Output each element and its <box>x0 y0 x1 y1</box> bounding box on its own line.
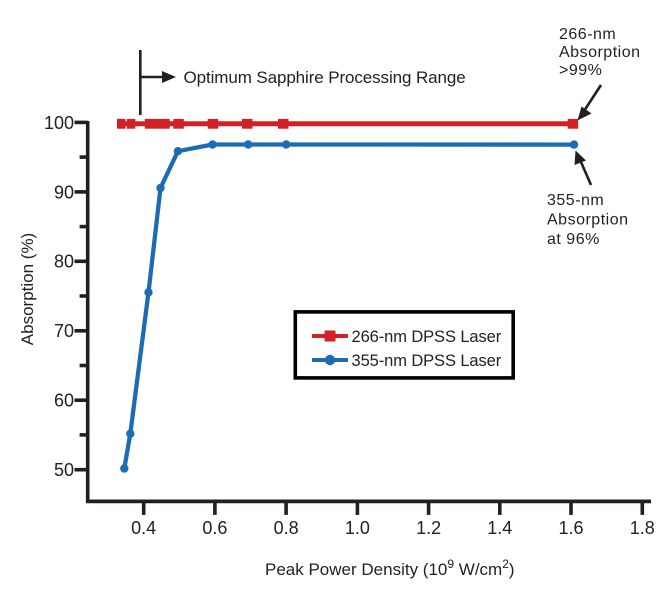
svg-text:100: 100 <box>44 113 74 133</box>
svg-text:1.6: 1.6 <box>558 518 583 538</box>
svg-text:0.6: 0.6 <box>202 518 227 538</box>
svg-text:70: 70 <box>54 321 74 341</box>
svg-text:Absorption: Absorption <box>547 212 629 229</box>
svg-text:1.0: 1.0 <box>345 518 370 538</box>
svg-text:Absorption: Absorption <box>559 44 641 61</box>
svg-text:1.8: 1.8 <box>630 518 655 538</box>
svg-text:Optimum Sapphire Processing Ra: Optimum Sapphire Processing Range <box>184 68 466 87</box>
svg-text:Peak Power Density (109 W/cm2): Peak Power Density (109 W/cm2) <box>265 557 515 579</box>
svg-text:355-nm: 355-nm <box>547 192 604 209</box>
svg-text:1.4: 1.4 <box>487 518 512 538</box>
svg-text:60: 60 <box>54 391 74 411</box>
svg-text:266-nm: 266-nm <box>559 26 616 43</box>
svg-text:90: 90 <box>54 182 74 202</box>
svg-text:at 96%: at 96% <box>547 231 600 248</box>
svg-text:>99%: >99% <box>559 62 602 79</box>
svg-text:0.8: 0.8 <box>274 518 299 538</box>
svg-text:Absorption (%): Absorption (%) <box>18 233 37 345</box>
svg-text:80: 80 <box>54 252 74 272</box>
svg-text:355-nm DPSS Laser: 355-nm DPSS Laser <box>352 352 502 370</box>
svg-text:266-nm DPSS Laser: 266-nm DPSS Laser <box>352 328 502 346</box>
svg-text:0.4: 0.4 <box>131 518 156 538</box>
svg-text:1.2: 1.2 <box>416 518 441 538</box>
svg-text:50: 50 <box>54 460 74 480</box>
